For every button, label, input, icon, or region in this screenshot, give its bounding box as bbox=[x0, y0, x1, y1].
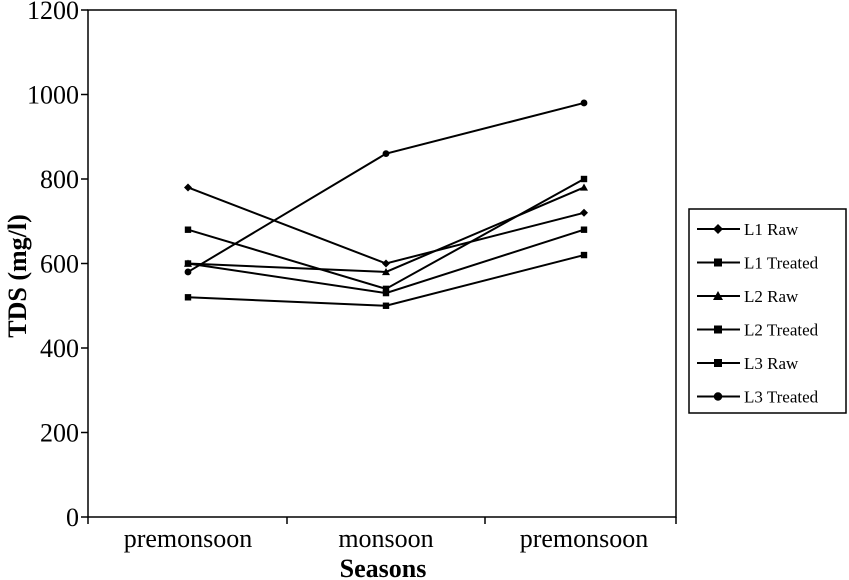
x-axis-title: Seasons bbox=[340, 554, 427, 580]
y-axis-title: TDS (mg/l) bbox=[3, 214, 32, 338]
series-l3-treated bbox=[184, 99, 588, 276]
legend-box bbox=[688, 208, 847, 414]
data-point-marker bbox=[184, 294, 192, 301]
legend: L1 Raw L1 Treated L2 Raw L2 Treated L3 Raw L3… bbox=[688, 208, 847, 414]
x-tick-label: monsoon bbox=[338, 524, 433, 553]
y-tick-label: 1000 bbox=[27, 81, 79, 110]
legend-label: L1 Treated bbox=[744, 254, 819, 273]
data-point-marker bbox=[184, 183, 192, 192]
y-tick-label: 400 bbox=[40, 334, 79, 363]
x-axis: premonsoon monsoon premonsoon bbox=[87, 517, 677, 553]
data-point-marker bbox=[382, 267, 390, 276]
data-point-marker bbox=[382, 150, 390, 158]
data-point-marker bbox=[713, 224, 723, 234]
data-point-marker bbox=[184, 260, 192, 267]
data-point-marker bbox=[382, 302, 390, 309]
legend-item: L3 Treated bbox=[697, 388, 819, 407]
series-l1-raw bbox=[184, 183, 588, 268]
x-tick-label: premonsoon bbox=[520, 524, 649, 553]
y-tick-label: 200 bbox=[40, 419, 79, 448]
data-point-marker bbox=[580, 226, 588, 233]
data-point-marker bbox=[714, 359, 722, 367]
series-l3-raw bbox=[184, 175, 588, 293]
y-axis: 0 200 400 600 800 1000 1200 bbox=[27, 0, 88, 532]
legend-label: L1 Raw bbox=[744, 220, 799, 239]
legend-label: L3 Raw bbox=[744, 354, 799, 373]
data-point-marker bbox=[580, 183, 588, 191]
data-point-marker bbox=[184, 268, 192, 276]
legend-item: L1 Raw bbox=[697, 220, 799, 239]
y-tick-label: 600 bbox=[40, 250, 79, 279]
legend-item: L2 Raw bbox=[697, 287, 799, 306]
legend-label: L3 Treated bbox=[744, 388, 819, 407]
data-point-marker bbox=[382, 285, 390, 293]
legend-item: L2 Treated bbox=[697, 321, 819, 340]
y-tick-label: 800 bbox=[40, 165, 79, 194]
legend-item: L3 Raw bbox=[697, 354, 799, 373]
data-point-marker bbox=[580, 99, 588, 107]
data-point-marker bbox=[184, 226, 192, 233]
data-point-marker bbox=[714, 258, 722, 267]
data-point-marker bbox=[714, 325, 722, 334]
data-point-marker bbox=[580, 251, 588, 259]
y-tick-label: 0 bbox=[66, 503, 79, 532]
series-lines bbox=[184, 99, 588, 309]
data-point-marker bbox=[382, 289, 390, 297]
legend-label: L2 Raw bbox=[744, 287, 799, 306]
series-l1-treated bbox=[184, 251, 588, 309]
data-point-marker bbox=[580, 208, 588, 217]
x-tick-label: premonsoon bbox=[124, 524, 253, 553]
legend-label: L2 Treated bbox=[744, 321, 819, 340]
y-tick-label: 1200 bbox=[27, 0, 79, 25]
data-point-marker bbox=[713, 291, 723, 300]
series-l2-treated bbox=[184, 226, 588, 297]
legend-item: L1 Treated bbox=[697, 254, 819, 273]
data-point-marker bbox=[713, 392, 723, 401]
data-point-marker bbox=[580, 175, 588, 183]
data-point-marker bbox=[382, 259, 390, 268]
